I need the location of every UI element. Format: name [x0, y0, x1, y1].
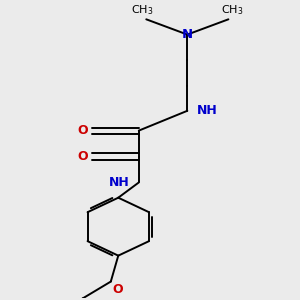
Text: NH: NH	[197, 104, 218, 117]
Text: NH: NH	[109, 176, 130, 189]
Text: CH$_3$: CH$_3$	[221, 3, 243, 17]
Text: O: O	[77, 150, 88, 163]
Text: N: N	[182, 28, 193, 41]
Text: O: O	[113, 283, 123, 296]
Text: O: O	[77, 124, 88, 137]
Text: CH$_3$: CH$_3$	[131, 3, 154, 17]
